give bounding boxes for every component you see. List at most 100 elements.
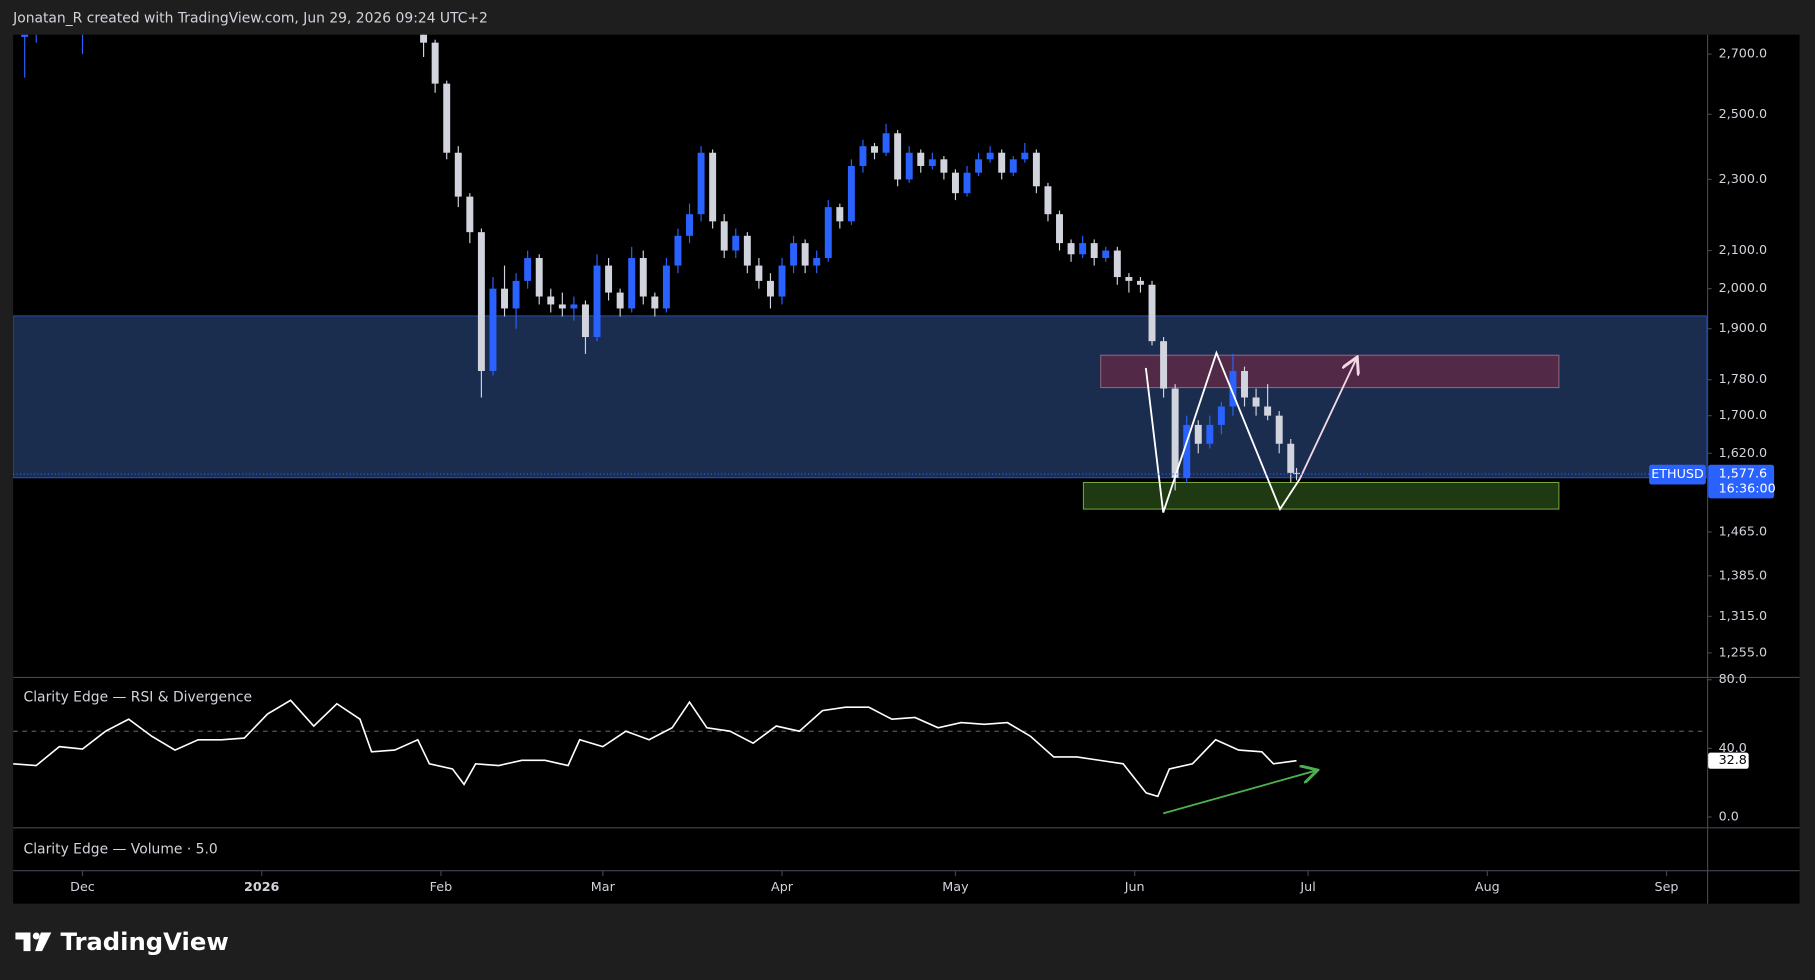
candle-body [1021,152,1029,160]
candle-body [1217,406,1225,425]
candle-body [975,159,983,173]
candle-body [443,83,451,153]
candle-body [778,265,786,297]
candle-body [951,172,959,194]
candle-body [466,196,474,233]
candle-body [940,159,948,173]
divergence-arrow [1162,771,1316,815]
candle-body [431,42,439,84]
candle-body [21,34,29,37]
y-tick-label: 1,620.0 [1719,445,1768,460]
rsi-line [13,699,1297,798]
symbol-label: ETHUSD [1651,466,1704,481]
candle-body [581,304,589,338]
candle-body [1079,243,1087,255]
x-tick-label: Feb [430,879,453,894]
candle-body [674,235,682,266]
zigzag-drawing [1144,350,1301,513]
candle-body [836,207,844,222]
candle-body [720,221,728,251]
candle-body [1252,397,1260,407]
candle-body [801,243,809,266]
candle-body [859,146,867,166]
candle-body [501,288,508,309]
candle-body [1090,243,1098,259]
rsi-value-label: 32.8 [1719,752,1747,767]
candle-body [709,152,717,222]
candle-body [616,292,624,309]
brand-name: TradingView [61,927,229,956]
candle-body [1194,424,1202,444]
price-tag [1708,464,1775,499]
y-tick-label: 1,315.0 [1719,608,1768,623]
y-tick-label: 1,700.0 [1719,407,1768,422]
candle-body [1009,159,1017,173]
rsi-value-tag [1708,752,1749,769]
candle-body [1056,214,1063,244]
candle-body [1136,280,1144,285]
y-tick-label: 2,000.0 [1719,280,1768,295]
x-tick-label: 2026 [244,879,280,894]
candle-body [454,152,462,197]
symbol-tag [1649,464,1706,485]
candle-body [1125,277,1133,281]
x-tick-label: Aug [1475,879,1500,894]
candle-body [998,152,1006,173]
y-tick-label: 1,255.0 [1719,644,1768,659]
y-tick-label: 0.0 [1719,808,1739,823]
y-tick-label: 2,300.0 [1719,171,1768,186]
candles [21,34,1301,491]
candle-body [790,243,798,266]
resistance-box [1100,354,1560,389]
x-tick-label: Sep [1655,879,1679,894]
candle-body [1287,443,1295,473]
candle-body [928,159,936,166]
x-tick-label: May [942,879,969,894]
candle-body [686,214,693,236]
candle-body [489,288,497,372]
candle-body [1148,284,1156,342]
support-box [1082,482,1560,510]
brand-logo: TradingView [15,927,229,956]
candle-body [905,152,913,180]
y-tick-label: 40.0 [1719,740,1747,755]
candle-body [1102,250,1110,259]
candle-body [558,304,566,309]
y-tick-label: 2,500.0 [1719,106,1768,121]
candle-body [662,265,670,309]
candle-body [524,258,532,281]
candle-body [917,152,925,166]
candle-body [420,34,428,43]
candle-body [743,235,751,266]
candle-body [697,152,705,215]
rsi-title: Clarity Edge — RSI & Divergence [24,690,253,706]
y-tick-label: 1,900.0 [1719,320,1768,335]
price-label: 1,577.6 [1719,466,1768,481]
candle-body [477,232,485,372]
candle-body [894,133,902,180]
x-tick-label: Apr [771,879,794,894]
countdown: 16:36:00 [1719,481,1776,496]
candle-body [732,235,740,251]
candle-body [1183,424,1191,478]
candle-body [628,258,636,309]
y-tick-label: 1,465.0 [1719,523,1768,538]
candle-body [882,133,890,153]
candle-body [847,165,855,222]
y-tick-label: 1,385.0 [1719,567,1768,582]
candle-body [813,258,821,266]
candle-body [1241,371,1248,398]
candle-body [1229,371,1237,407]
x-tick-label: Dec [70,879,95,894]
x-tick-label: Mar [591,879,616,894]
candle-body [1264,406,1272,416]
candle-body [871,146,878,153]
candle-body [547,296,555,305]
candle-body [986,152,994,160]
candle-body [824,207,832,259]
candle-body [1032,152,1040,187]
axes: 2,700.0 2,500.0 2,300.0 2,100.0 2,000.0 1,900… [13,46,1776,894]
demand-zone [13,315,1708,479]
y-tick-label: 2,700.0 [1719,46,1768,61]
